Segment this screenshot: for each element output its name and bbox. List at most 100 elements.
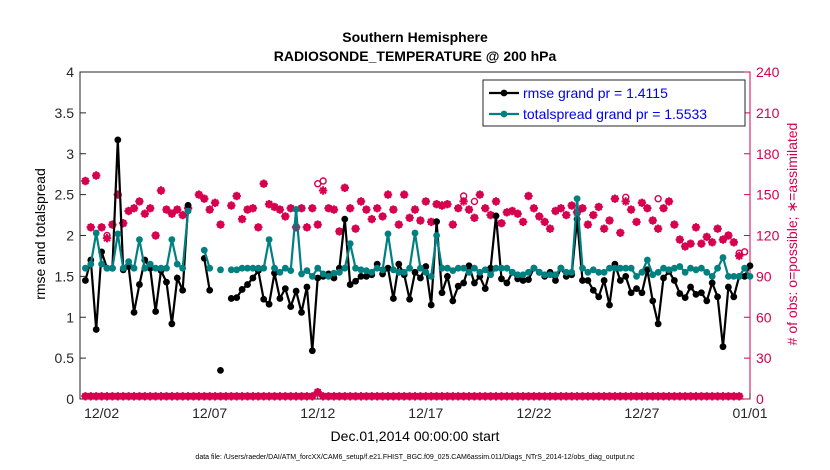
obs-assimilated-marker xyxy=(567,201,576,210)
totalspread-point xyxy=(589,266,597,274)
obs-assimilated-marker xyxy=(664,392,674,401)
obs-assimilated-marker xyxy=(718,392,728,401)
obs-assimilated-marker xyxy=(146,204,155,213)
obs-assimilated-marker xyxy=(589,210,598,220)
obs-assimilated-marker xyxy=(259,179,268,188)
rmse-point xyxy=(525,276,532,284)
obs-assimilated-marker xyxy=(113,392,122,401)
totalspread-point xyxy=(157,264,165,272)
obs-assimilated-marker xyxy=(610,392,620,401)
obs-assimilated-marker xyxy=(302,223,312,232)
obs-assimilated-marker xyxy=(545,392,555,401)
y-tick-label-left: 2 xyxy=(66,228,74,244)
obs-assimilated-marker xyxy=(156,392,166,401)
rmse-point xyxy=(600,277,608,284)
obs-assimilated-marker xyxy=(346,392,355,401)
obs-assimilated-marker xyxy=(632,392,641,401)
rmse-point xyxy=(314,274,322,282)
totalspread-point xyxy=(92,229,100,237)
obs-assimilated-marker xyxy=(524,191,533,201)
obs-assimilated-marker xyxy=(102,392,112,401)
obs-assimilated-marker xyxy=(216,220,225,229)
rmse-point xyxy=(130,308,138,316)
rmse-point xyxy=(595,293,603,301)
totalspread-point xyxy=(141,264,149,272)
obs-assimilated-marker xyxy=(146,392,155,401)
obs-assimilated-marker xyxy=(497,392,506,401)
obs-assimilated-marker xyxy=(729,392,738,401)
rmse-point xyxy=(152,308,160,315)
y-tick-label-right: 150 xyxy=(756,187,780,203)
obs-assimilated-marker xyxy=(156,186,166,195)
totalspread-point xyxy=(438,264,446,272)
totalspread-point xyxy=(114,230,122,238)
y-tick-label-right: 90 xyxy=(756,268,772,284)
obs-assimilated-marker xyxy=(281,392,290,401)
obs-assimilated-marker xyxy=(578,204,587,213)
obs-assimilated-marker xyxy=(389,205,398,214)
obs-possible-extra-marker xyxy=(314,180,322,188)
totalspread-point xyxy=(292,205,300,213)
obs-assimilated-marker xyxy=(448,392,457,401)
obs-assimilated-marker xyxy=(486,392,495,401)
y-tick-label-left: 1.5 xyxy=(55,268,75,284)
obs-assimilated-marker xyxy=(297,392,306,401)
rmse-point xyxy=(460,279,468,287)
rmse-point xyxy=(411,268,419,276)
totalspread-point xyxy=(125,258,133,266)
rmse-point xyxy=(676,290,684,297)
y-tick-label-right: 210 xyxy=(756,105,780,121)
totalspread-point xyxy=(417,264,424,272)
obs-assimilated-marker xyxy=(351,224,360,233)
obs-assimilated-marker xyxy=(194,190,204,199)
obs-assimilated-marker xyxy=(724,231,733,240)
x-tick-label: 12/12 xyxy=(300,405,335,421)
obs-assimilated-marker xyxy=(313,220,322,229)
obs-assimilated-marker xyxy=(643,204,652,213)
rmse-point xyxy=(114,136,122,144)
obs-assimilated-marker xyxy=(605,392,614,401)
totalspread-point xyxy=(287,267,295,275)
obs-assimilated-marker xyxy=(583,392,593,401)
totalspread-point xyxy=(724,272,732,280)
obs-assimilated-marker xyxy=(124,392,133,401)
totalspread-point xyxy=(622,264,630,272)
footnote: data file: /Users/raeder/DAI/ATM_forcXX/… xyxy=(195,454,635,461)
obs-assimilated-marker xyxy=(346,204,355,213)
obs-assimilated-marker xyxy=(200,194,209,203)
totalspread-point xyxy=(519,271,527,279)
obs-assimilated-marker xyxy=(691,392,701,401)
obs-assimilated-marker xyxy=(210,392,220,401)
obs-assimilated-marker xyxy=(362,205,371,214)
obs-assimilated-marker xyxy=(86,392,95,401)
totalspread-point xyxy=(217,266,224,274)
obs-assimilated-marker xyxy=(378,392,387,401)
totalspread-point xyxy=(703,268,711,276)
obs-assimilated-marker xyxy=(594,202,603,212)
obs-assimilated-marker xyxy=(232,392,241,401)
obs-assimilated-marker xyxy=(405,213,414,222)
obs-assimilated-marker xyxy=(432,200,441,209)
obs-assimilated-marker xyxy=(626,205,636,214)
totalspread-point xyxy=(173,260,181,268)
obs-assimilated-marker xyxy=(735,392,744,401)
obs-assimilated-marker xyxy=(659,204,668,213)
totalspread-point xyxy=(352,264,359,272)
obs-assimilated-marker xyxy=(491,392,501,401)
totalspread-point xyxy=(476,268,484,276)
y-tick-label-right: 240 xyxy=(756,64,780,80)
obs-assimilated-marker xyxy=(297,204,306,213)
totalspread-point xyxy=(233,266,241,274)
rmse-point xyxy=(233,294,241,302)
y-tick-label-right: 60 xyxy=(756,309,772,325)
totalspread-point xyxy=(525,268,532,276)
totalspread-point xyxy=(735,272,743,280)
obs-assimilated-marker xyxy=(524,392,533,401)
obs-assimilated-marker xyxy=(427,217,436,227)
obs-assimilated-marker xyxy=(173,392,182,401)
totalspread-point xyxy=(395,268,403,276)
obs-assimilated-marker xyxy=(383,190,393,199)
x-tick-label: 12/22 xyxy=(516,405,551,421)
rmse-point xyxy=(465,262,473,270)
rmse-point xyxy=(227,295,235,302)
